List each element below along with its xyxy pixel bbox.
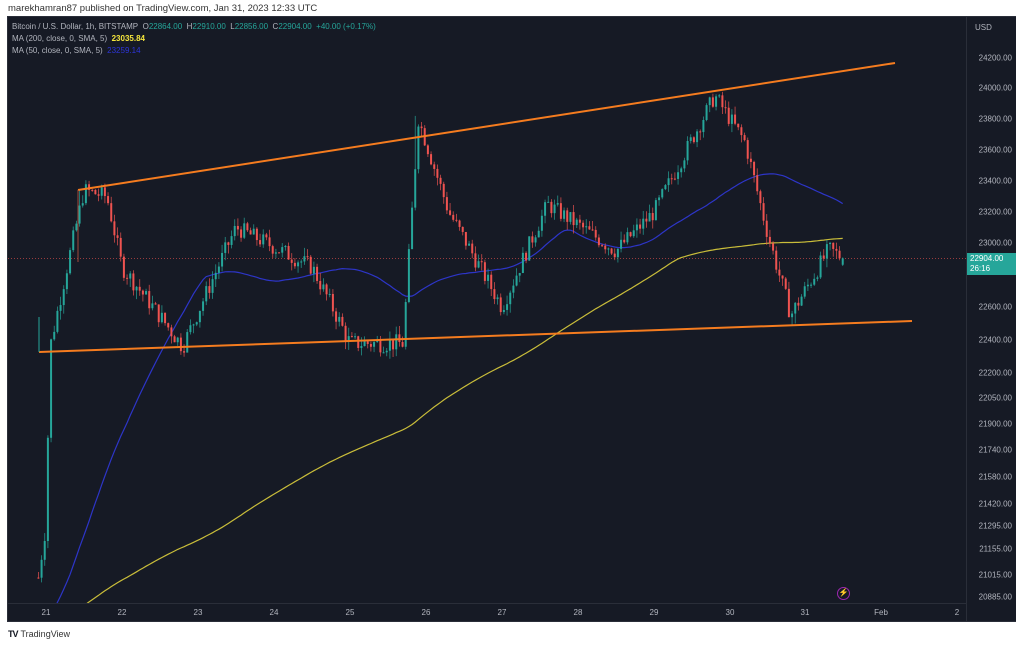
price-tick-label: 21900.00 [978,419,1012,429]
symbol-label: Bitcoin / U.S. Dollar, 1h, BITSTAMP [12,22,139,31]
price-tick-label: 22200.00 [978,368,1012,378]
brand-name: TradingView [20,629,71,639]
price-tick-label: 23400.00 [978,176,1012,186]
price-tick-label: 22600.00 [978,302,1012,312]
price-tick-label: 21295.00 [978,521,1012,531]
last-price-tag: 22904.00 26:16 [967,253,1016,275]
price-tick-label: 24200.00 [978,53,1012,63]
high-value: 22910.00 [192,22,226,31]
open-value: 22864.00 [148,22,183,31]
ma50-value: 23259.14 [107,46,141,55]
price-axis[interactable]: USD 24200.00 24000.00 23800.00 23600.00 2340… [966,17,1016,621]
lightning-bolt-icon[interactable]: ⚡ [837,587,850,600]
price-tick-label: 22400.00 [978,335,1012,345]
footer: TV TradingView [8,629,70,639]
ma200-value: 23035.84 [111,34,145,43]
legend-symbol-row: Bitcoin / U.S. Dollar, 1h, BITSTAMP O228… [12,22,376,31]
price-tick-label: 22050.00 [978,393,1012,403]
time-tick-label: 29 [649,608,659,617]
time-tick-label: 26 [421,608,431,617]
time-tick-label: 23 [193,608,203,617]
time-tick-label: Feb [874,608,888,617]
bar-countdown: 26:16 [970,264,991,273]
time-tick-label: 2 [954,608,960,617]
ma200-line [86,237,843,603]
price-tick-label: 21580.00 [978,472,1012,482]
price-tick-label: 23800.00 [978,114,1012,124]
currency-label: USD [975,23,992,32]
price-tick-label: 24000.00 [978,83,1012,93]
price-tick-label: 23600.00 [978,145,1012,155]
publish-line: marekhamran87 published on TradingView.c… [8,3,318,14]
time-tick-label: 21 [41,608,51,617]
low-value: 22856.00 [234,22,269,31]
chart-frame: Bitcoin / U.S. Dollar, 1h, BITSTAMP O228… [7,16,1016,622]
lower-trendline [38,320,913,353]
price-tick-label: 21155.00 [979,544,1012,554]
time-tick-label: 30 [725,608,735,617]
candlestick-chart [8,62,966,603]
time-tick-label: 27 [497,608,507,617]
time-tick-label: 22 [117,608,127,617]
time-tick-label: 25 [345,608,355,617]
close-value: 22904.00 [278,22,312,31]
ma50-line [56,173,844,603]
time-axis[interactable]: 21 22 23 24 25 26 27 28 29 30 31 Feb 2 [8,603,966,622]
legend-ma50-row: MA (50, close, 0, SMA, 5) 23259.14 [12,45,376,57]
ma50-label: MA (50, close, 0, SMA, 5) [12,46,103,55]
price-tick-label: 21420.00 [978,499,1012,509]
chart-legend: Bitcoin / U.S. Dollar, 1h, BITSTAMP O228… [12,21,376,57]
time-tick-label: 31 [800,608,810,617]
plot-area[interactable]: Bitcoin / U.S. Dollar, 1h, BITSTAMP O228… [8,17,966,603]
upper-trendline [77,62,896,191]
price-tick-label: 23000.00 [978,238,1012,248]
price-tick-label: 21015.00 [978,570,1012,580]
legend-ma200-row: MA (200, close, 0, SMA, 5) 23035.84 [12,33,376,45]
last-price-value: 22904.00 [970,254,1004,263]
price-tick-label: 23200.00 [978,207,1012,217]
price-tick-label: 21740.00 [978,445,1012,455]
time-tick-label: 24 [269,608,279,617]
time-tick-label: 28 [573,608,583,617]
change-value: +40.00 (+0.17%) [316,22,376,31]
price-tick-label: 20885.00 [978,592,1012,602]
ma200-label: MA (200, close, 0, SMA, 5) [12,34,108,43]
tradingview-logo-icon: TV [8,629,18,639]
